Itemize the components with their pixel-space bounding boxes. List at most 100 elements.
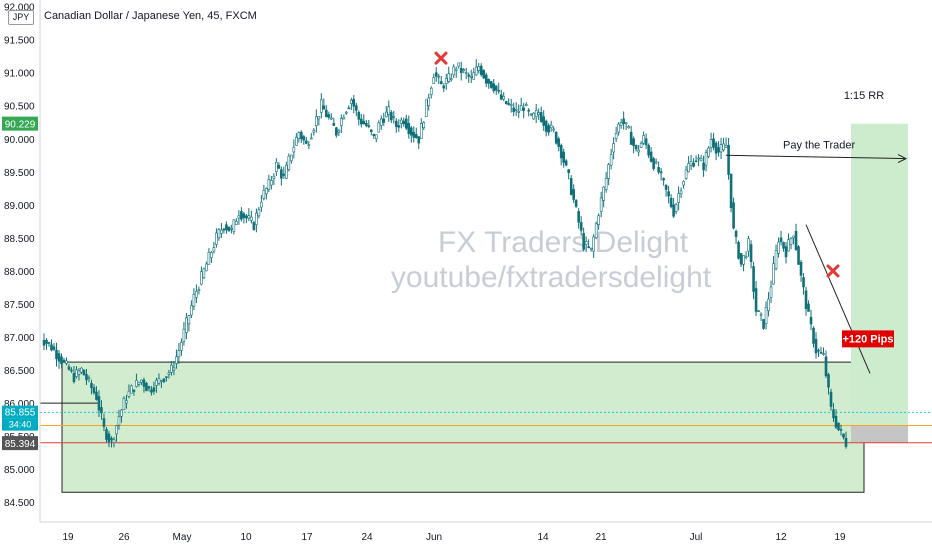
candle-body	[419, 123, 423, 140]
candle-body	[145, 382, 148, 392]
candle-body	[197, 289, 201, 292]
time-tick-label: Jun	[426, 532, 442, 543]
candle-body	[714, 142, 718, 154]
candle-body	[479, 65, 483, 75]
candle-body	[674, 204, 678, 212]
candle-body	[692, 162, 695, 167]
candle-body	[657, 167, 660, 173]
candle-body	[282, 173, 286, 176]
candle-body	[819, 352, 823, 354]
candle-body	[302, 136, 306, 141]
candle-body	[90, 382, 93, 388]
countdown-label: 34:40	[9, 420, 32, 430]
candle-body	[167, 372, 171, 375]
candle-body	[777, 241, 780, 254]
candle-body	[47, 342, 51, 344]
candle-body	[767, 298, 770, 311]
candle-body	[799, 261, 803, 276]
candle-body	[592, 236, 595, 252]
candle-body	[482, 70, 486, 79]
candle-body	[250, 216, 253, 221]
currency-badge[interactable]: JPY	[8, 10, 34, 25]
candle-body	[412, 131, 416, 138]
candle-body	[227, 226, 231, 232]
candle-body	[784, 246, 788, 258]
candle-body	[802, 277, 805, 288]
candle-body	[290, 154, 293, 162]
candle-body	[110, 438, 113, 441]
candle-body	[210, 252, 213, 258]
candle-body	[687, 163, 690, 173]
candle-body	[52, 346, 56, 350]
candle-body	[492, 83, 496, 92]
candle-body	[759, 313, 763, 316]
candle-body	[172, 367, 176, 371]
price-tick-label: 89.500	[4, 168, 35, 179]
candle-body	[447, 73, 451, 82]
price-tick-label: 85.000	[4, 465, 35, 476]
candle-body	[524, 104, 528, 107]
candle-body	[360, 118, 363, 125]
candle-body	[340, 118, 343, 126]
price-tick-label: 89.000	[4, 201, 35, 212]
candle-body	[624, 122, 628, 124]
pay-arrow-head	[897, 154, 908, 164]
candle-body	[622, 118, 625, 125]
candle-body	[824, 356, 828, 377]
candle-body	[65, 360, 68, 364]
time-tick-label: 17	[301, 532, 313, 543]
candle-body	[355, 105, 358, 111]
candle-body	[140, 379, 143, 383]
candle-body	[165, 376, 168, 378]
candle-body	[87, 377, 91, 380]
candle-body	[147, 386, 151, 389]
candle-body	[532, 112, 535, 120]
candle-body	[749, 244, 753, 262]
candle-body	[684, 169, 688, 179]
candles-layer	[42, 59, 848, 449]
candle-body	[245, 215, 248, 219]
candle-body	[817, 349, 820, 352]
candle-body	[789, 237, 793, 245]
candle-body	[122, 398, 126, 410]
candle-body	[212, 247, 216, 252]
pips-label: +120 Pips	[842, 333, 893, 345]
candle-body	[312, 130, 316, 133]
candle-body	[50, 344, 53, 351]
candle-body	[754, 288, 758, 312]
candle-body	[504, 101, 508, 105]
candle-body	[155, 380, 158, 386]
price-tick-label: 90.500	[4, 102, 35, 113]
candle-body	[832, 409, 835, 419]
candle-body	[594, 223, 598, 239]
candle-body	[345, 111, 348, 114]
candle-body	[539, 112, 543, 122]
candle-body	[752, 266, 755, 292]
candle-body	[702, 162, 705, 171]
candle-body	[822, 353, 825, 355]
candle-body	[442, 85, 446, 89]
candle-body	[457, 62, 461, 67]
watermark-line-1: FX Traders Delight	[438, 226, 689, 259]
candle-body	[175, 356, 178, 364]
candle-body	[75, 369, 78, 377]
candle-body	[320, 99, 323, 113]
candle-body	[382, 118, 386, 123]
candle-body	[255, 212, 258, 225]
price-tick-label: 90.000	[4, 135, 35, 146]
candle-body	[70, 369, 73, 372]
candle-body	[812, 327, 815, 344]
candle-body	[779, 237, 783, 243]
candle-body	[42, 339, 46, 346]
candle-body	[220, 229, 223, 234]
candle-body	[654, 161, 658, 164]
pay-the-trader-label: Pay the Trader	[783, 140, 855, 152]
candle-body	[392, 116, 396, 118]
candle-body	[102, 418, 106, 427]
candle-body	[762, 319, 765, 329]
candle-body	[280, 169, 283, 179]
candle-body	[494, 85, 498, 91]
time-tick-label: 19	[62, 532, 74, 543]
